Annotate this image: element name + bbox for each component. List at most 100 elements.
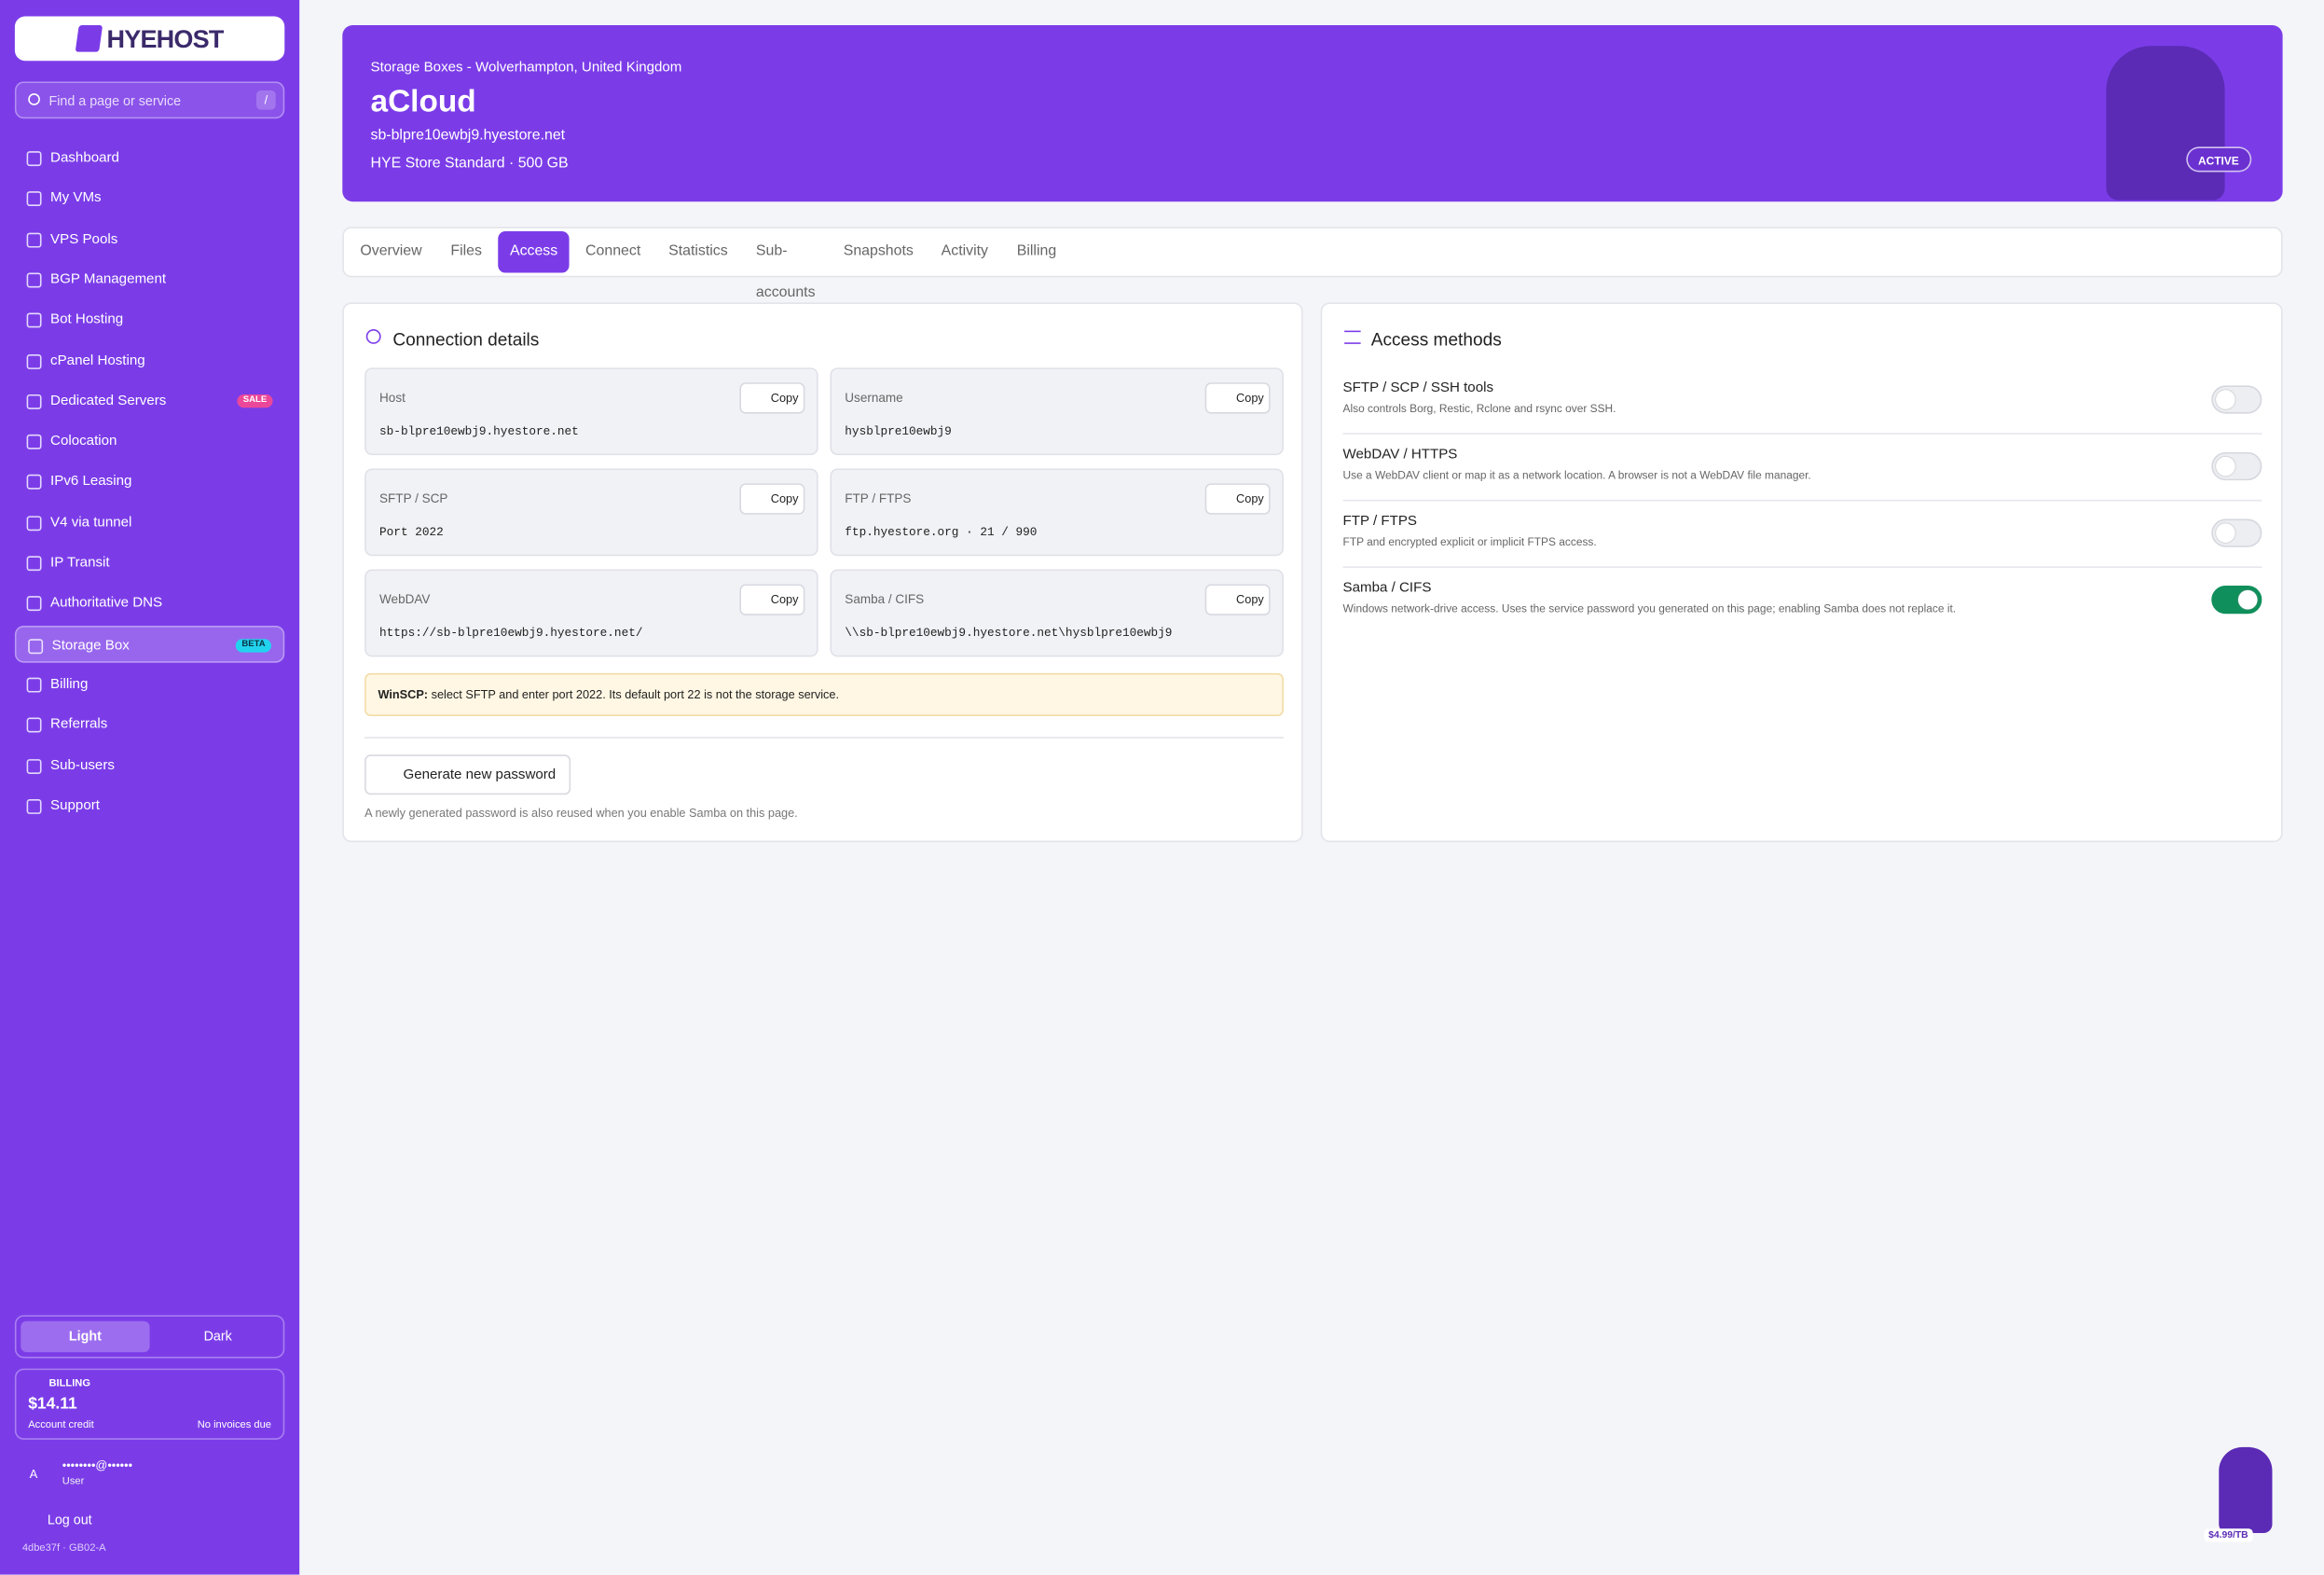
- nav-item[interactable]: cPanel Hosting: [15, 341, 284, 379]
- tab[interactable]: Activity: [941, 242, 989, 260]
- logo-box[interactable]: HYEHOST: [14, 16, 285, 62]
- user-email: ••••••••@••••••: [62, 1458, 133, 1472]
- promo-price[interactable]: $4.99/TB: [2204, 1528, 2253, 1542]
- search-icon: [28, 93, 40, 105]
- card-title: Access methods: [1370, 328, 1502, 351]
- field-value: https://sb-blpre10ewbj9.hyestore.net/: [379, 627, 643, 641]
- nav-item[interactable]: Storage Box BETA: [14, 625, 285, 663]
- nav-label: V4 via tunnel: [50, 514, 132, 531]
- tab[interactable]: Access: [498, 231, 570, 273]
- billing-credit: Account credit: [28, 1420, 94, 1431]
- copy-button[interactable]: Copy: [1204, 483, 1271, 515]
- nav-label: Billing: [50, 675, 89, 693]
- nav-icon: [26, 677, 42, 693]
- tab[interactable]: Billing: [1016, 242, 1057, 260]
- nav-icon: [26, 717, 42, 733]
- nav-item[interactable]: IPv6 Leasing: [15, 463, 284, 501]
- field: FTP / FTPS ftp.hyestore.org · 21 / 990 Cop…: [830, 468, 1284, 557]
- nav-item[interactable]: Bot Hosting: [15, 301, 284, 338]
- user-role: User: [62, 1476, 85, 1487]
- nav-item[interactable]: IP Transit: [15, 545, 284, 582]
- nav-item[interactable]: Sub-users: [15, 747, 284, 784]
- dark-button[interactable]: Dark: [203, 1328, 232, 1344]
- key-icon: [365, 328, 381, 344]
- tabs-bar: Overview Files Access Connect Statistics Sub-…: [342, 227, 2283, 301]
- search[interactable]: Find a page or service /: [14, 81, 285, 119]
- avatar: A: [29, 1468, 38, 1482]
- nav-label: Bot Hosting: [50, 311, 124, 328]
- nav-icon: [26, 353, 42, 369]
- field-label: Samba / CIFS: [845, 591, 925, 607]
- logo-text: HYEHOST: [106, 25, 224, 54]
- nav-item[interactable]: Support: [15, 787, 284, 824]
- nav-item[interactable]: Authoritative DNS: [15, 585, 284, 622]
- nav-item[interactable]: Billing: [15, 666, 284, 703]
- tab[interactable]: Overview: [360, 242, 422, 260]
- method-description: Use a WebDAV client or map it as a netwo…: [1342, 468, 1811, 482]
- method-name: FTP / FTPS: [1342, 513, 1417, 530]
- nav-label: IP Transit: [50, 554, 110, 572]
- nav-label: VPS Pools: [50, 230, 118, 247]
- sliders-icon: [1344, 330, 1361, 344]
- tab[interactable]: Snapshots: [843, 242, 914, 260]
- nav-badge: BETA: [235, 638, 271, 652]
- notice-text: select SFTP and enter port 2022. Its def…: [431, 687, 840, 702]
- method-description: Also controls Borg, Restic, Rclone and r…: [1342, 401, 1616, 416]
- nav-label: My VMs: [50, 189, 102, 207]
- light-button[interactable]: Light: [21, 1320, 150, 1353]
- nav-icon: [26, 151, 42, 167]
- copy-button[interactable]: Copy: [739, 382, 805, 414]
- method-name: SFTP / SCP / SSH tools: [1342, 380, 1493, 396]
- nav-icon: [26, 312, 42, 328]
- nav-item[interactable]: VPS Pools: [15, 220, 284, 257]
- location: Storage Boxes - Wolverhampton, United Ki…: [370, 59, 682, 76]
- tab[interactable]: Statistics: [668, 242, 728, 260]
- nav-label: Referrals: [50, 716, 108, 733]
- tab[interactable]: Files: [450, 242, 482, 260]
- nav-icon: [26, 435, 42, 449]
- nav-label: Authoritative DNS: [50, 595, 163, 612]
- generate-password-button[interactable]: Generate new password: [364, 754, 571, 795]
- nav-item[interactable]: BGP Management: [15, 261, 284, 298]
- nav-label: cPanel Hosting: [50, 352, 145, 369]
- tab[interactable]: Sub-accounts: [755, 242, 816, 301]
- toggle[interactable]: [2211, 385, 2262, 414]
- nav-item[interactable]: V4 via tunnel: [15, 504, 284, 541]
- header-card: Storage Boxes - Wolverhampton, United Ki…: [342, 25, 2283, 202]
- method-name: WebDAV / HTTPS: [1342, 446, 1458, 463]
- nav-label: Colocation: [50, 433, 117, 449]
- billing-box[interactable]: BILLING $14.11 Account credit No invoice…: [14, 1368, 285, 1440]
- promo-mascot[interactable]: [2219, 1446, 2273, 1534]
- field-label: FTP / FTPS: [845, 490, 912, 506]
- nav-item[interactable]: Referrals: [15, 706, 284, 743]
- note: A newly generated password is also reuse…: [364, 806, 798, 821]
- copy-button[interactable]: Copy: [739, 584, 805, 615]
- nav-item[interactable]: Dashboard: [15, 139, 284, 176]
- field: Username hysblpre10ewbj9 Copy: [830, 367, 1284, 456]
- status-badge: ACTIVE: [2186, 146, 2251, 173]
- copy-button[interactable]: Copy: [1204, 382, 1271, 414]
- nav-icon: [26, 515, 42, 531]
- notice-strong: WinSCP:: [378, 687, 429, 702]
- nav-badge: SALE: [237, 394, 273, 408]
- toggle[interactable]: [2211, 451, 2262, 481]
- nav-item[interactable]: My VMs: [15, 180, 284, 217]
- logo-mark: [75, 25, 103, 52]
- plan: HYE Store Standard · 500 GB: [370, 155, 569, 173]
- toggle[interactable]: [2211, 518, 2262, 547]
- mascot: [2106, 46, 2225, 200]
- toggle[interactable]: [2211, 586, 2262, 615]
- nav-item[interactable]: Colocation: [15, 422, 284, 460]
- copy-button[interactable]: Copy: [739, 483, 805, 515]
- field: WebDAV https://sb-blpre10ewbj9.hyestore.n…: [364, 569, 818, 657]
- field-label: WebDAV: [379, 591, 431, 607]
- notice: WinSCP: select SFTP and enter port 2022.…: [364, 672, 1284, 716]
- billing-amount: $14.11: [28, 1395, 77, 1414]
- tab[interactable]: Connect: [585, 242, 641, 260]
- nav-item[interactable]: Dedicated Servers SALE: [15, 382, 284, 420]
- service-name: aCloud: [370, 84, 476, 119]
- logout[interactable]: Log out: [47, 1512, 92, 1527]
- nav-label: Storage Box: [51, 637, 130, 654]
- copy-button[interactable]: Copy: [1204, 584, 1271, 615]
